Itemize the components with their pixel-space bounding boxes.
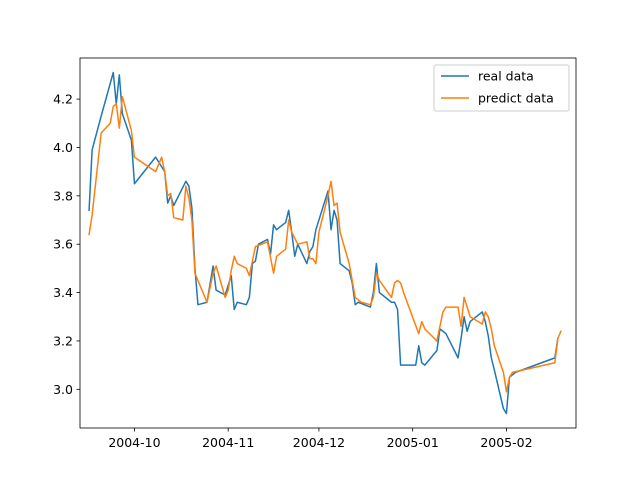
- y-tick-label: 4.0: [53, 140, 73, 155]
- y-tick-label: 3.6: [53, 237, 73, 252]
- series-line-real-data: [88, 71, 559, 415]
- x-tick-label: 2004-11: [202, 435, 254, 450]
- y-axis: 3.0 3.2 3.4 3.6 3.8 4.0 4.2: [53, 92, 80, 397]
- series-line-predict-data: [88, 95, 562, 393]
- legend-label-predict-data: predict data: [478, 91, 554, 106]
- series-layer: [88, 71, 562, 415]
- x-tick-label: 2004-10: [108, 435, 160, 450]
- x-tick-label: 2005-01: [387, 435, 439, 450]
- legend-label-real-data: real data: [478, 69, 534, 84]
- legend: real data predict data: [433, 64, 570, 112]
- x-axis: 2004-10 2004-11 2004-12 2005-01 2005-02: [108, 428, 533, 450]
- y-tick-label: 3.2: [53, 333, 73, 348]
- y-tick-label: 4.2: [53, 92, 73, 107]
- y-tick-label: 3.8: [53, 188, 73, 203]
- plot-area-frame: [79, 57, 577, 429]
- x-tick-label: 2004-12: [293, 435, 345, 450]
- y-tick-label: 3.4: [53, 285, 73, 300]
- x-tick-label: 2005-02: [480, 435, 532, 450]
- y-tick-label: 3.0: [53, 382, 73, 397]
